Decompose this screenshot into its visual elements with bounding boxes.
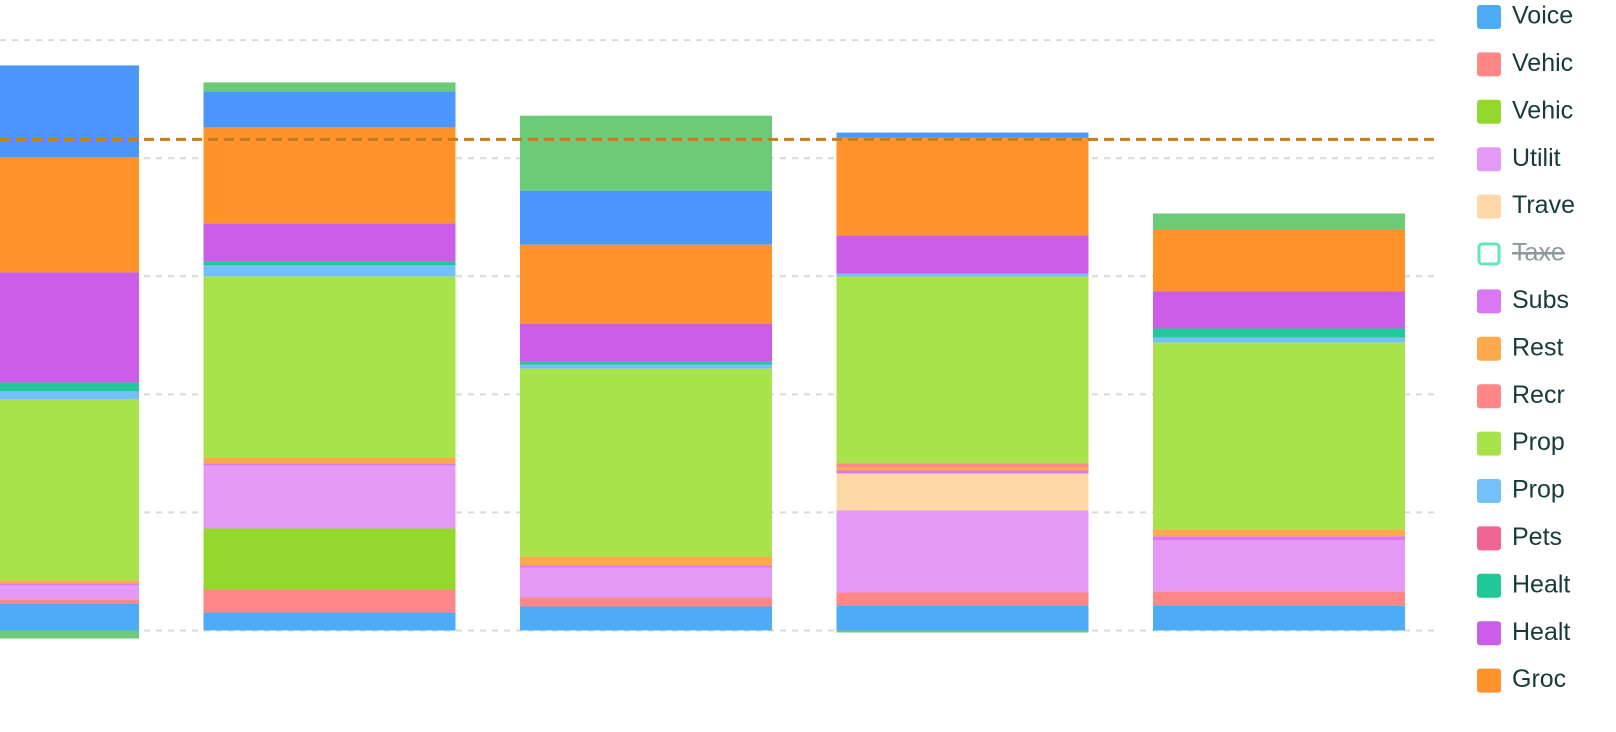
bar-segment xyxy=(520,323,772,362)
bar-segment xyxy=(0,580,139,584)
bar-segment xyxy=(203,463,456,466)
legend-swatch[interactable] xyxy=(1477,384,1501,409)
bar-segment xyxy=(0,583,139,586)
bar-segment xyxy=(520,565,772,568)
bar-segment xyxy=(203,465,456,529)
legend-swatch[interactable] xyxy=(1477,194,1501,219)
legend-label[interactable]: Healt xyxy=(1512,570,1570,598)
bar-segment xyxy=(520,361,772,365)
bar-segment xyxy=(1153,342,1405,530)
bar-segment xyxy=(0,585,139,600)
legend-swatch[interactable] xyxy=(1477,52,1501,77)
legend-label[interactable]: Taxe xyxy=(1512,239,1565,267)
bar-segment xyxy=(1153,591,1405,606)
legend-label[interactable]: Vehic xyxy=(1512,49,1573,77)
bar-segment xyxy=(1153,291,1405,329)
legend-swatch[interactable] xyxy=(1477,336,1501,361)
bar-segment xyxy=(203,265,456,277)
bar-segment xyxy=(836,592,1089,606)
legend-label[interactable]: Trave xyxy=(1512,191,1575,219)
bar-segment xyxy=(836,630,1089,633)
legend-swatch[interactable] xyxy=(1477,147,1501,172)
bar-segment xyxy=(203,276,456,458)
bar-segment xyxy=(1153,328,1405,338)
bar-segment xyxy=(836,605,1089,631)
bar-segment xyxy=(1153,540,1405,592)
legend-label[interactable]: Subs xyxy=(1512,286,1569,314)
bar-segment xyxy=(836,473,1089,511)
bar-segment xyxy=(0,391,139,400)
bar-segment xyxy=(1153,213,1405,230)
bar-segment xyxy=(203,82,456,92)
bar-segment xyxy=(203,127,456,224)
bar-segment xyxy=(836,467,1089,471)
legend-swatch[interactable] xyxy=(1477,479,1501,503)
legend-swatch[interactable] xyxy=(1477,668,1501,693)
bar-segment xyxy=(203,528,456,590)
legend-swatch[interactable] xyxy=(1477,242,1501,266)
bar-segment xyxy=(836,137,1089,236)
legend-swatch[interactable] xyxy=(1477,99,1501,124)
legend-swatch[interactable] xyxy=(1477,431,1501,456)
bar-segment xyxy=(836,132,1089,138)
bar-segment xyxy=(1153,529,1405,537)
bar-segment xyxy=(520,364,772,369)
legend-label[interactable]: Recr xyxy=(1512,381,1565,409)
legend-swatch[interactable] xyxy=(1477,526,1501,551)
legend-label[interactable]: Pets xyxy=(1512,523,1562,551)
bar-segment xyxy=(0,399,139,581)
legend-label[interactable]: Healt xyxy=(1512,618,1570,646)
bar-segment xyxy=(520,597,772,607)
bar-segment xyxy=(520,606,772,631)
legend-label[interactable]: Rest xyxy=(1512,333,1563,361)
legend-swatch[interactable] xyxy=(1477,621,1501,646)
bar-segment xyxy=(836,470,1089,474)
bar-segment xyxy=(520,567,772,598)
legend-label[interactable]: Vehic xyxy=(1512,96,1573,124)
bar-segment xyxy=(520,368,772,557)
bar-segment xyxy=(203,223,456,262)
bar-segment xyxy=(836,235,1089,274)
bar-segment xyxy=(836,463,1089,468)
bar-segment xyxy=(1153,337,1405,343)
bar-segment xyxy=(0,157,139,273)
bar-segment xyxy=(1153,229,1405,292)
legend-swatch[interactable] xyxy=(1477,573,1501,598)
bar-segment xyxy=(836,276,1089,464)
bar-segment xyxy=(203,612,456,631)
bar-segment xyxy=(520,244,772,324)
bar-segment xyxy=(0,599,139,604)
bar-segment xyxy=(203,261,456,266)
bar-segment xyxy=(1153,605,1405,631)
bar-segment xyxy=(836,273,1089,277)
bar-segment xyxy=(203,589,456,613)
bar-segment xyxy=(520,556,772,566)
legend-label[interactable]: Prop xyxy=(1512,428,1565,456)
bar-segment xyxy=(203,457,456,464)
legend-label[interactable]: Groc xyxy=(1512,665,1566,693)
legend-label[interactable]: Utilit xyxy=(1512,144,1561,172)
legend-swatch[interactable] xyxy=(1477,5,1501,29)
bar-segment xyxy=(0,272,139,383)
bar-segment xyxy=(0,65,139,158)
bar-segment xyxy=(836,510,1089,593)
legend-swatch[interactable] xyxy=(1477,289,1501,314)
legend-label[interactable]: Voice xyxy=(1512,2,1573,30)
bar-segment xyxy=(520,190,772,245)
bar-segment xyxy=(520,115,772,191)
legend-label[interactable]: Prop xyxy=(1512,476,1565,504)
bar-segment xyxy=(0,630,139,639)
bar-segment xyxy=(0,603,139,631)
bar-segment xyxy=(1153,536,1405,541)
bar-segment xyxy=(0,382,139,392)
bar-segment xyxy=(203,91,456,128)
